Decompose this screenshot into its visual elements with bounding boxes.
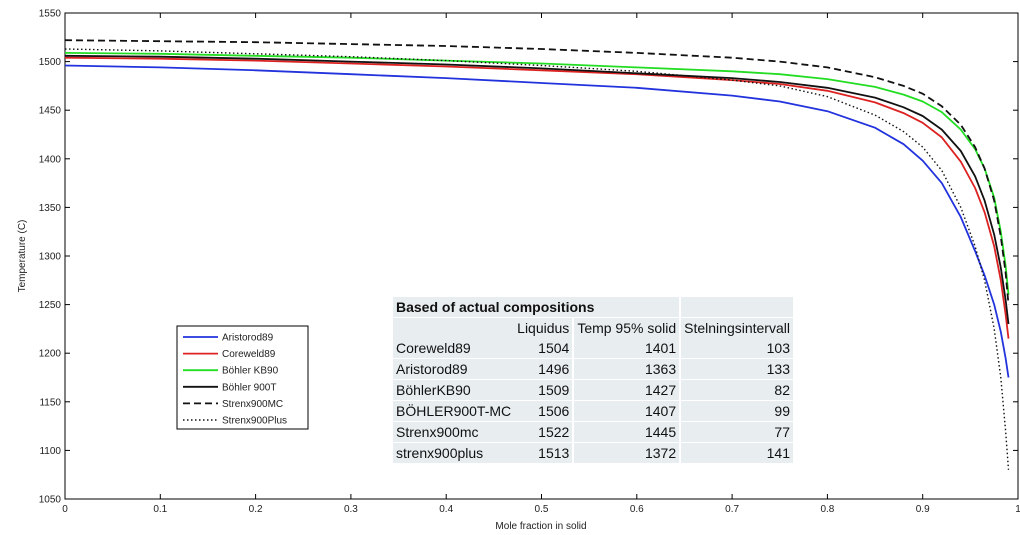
table-header-cell: Temp 95% solid — [572, 317, 681, 338]
table-header-cell: Stelningsintervall — [679, 317, 793, 338]
series-line-b-hler-900t — [64, 54, 1010, 325]
y-tick-label: 1350 — [39, 203, 62, 214]
table-cell: 1506 — [514, 400, 574, 422]
table-row: Strenx900mc 1522 1445 77 — [393, 421, 793, 443]
table-cell: 1496 — [514, 358, 574, 380]
y-tick-label: 1450 — [39, 106, 62, 117]
table-row: Coreweld89 1504 1401 103 — [393, 338, 793, 359]
x-tick-label: 0.5 — [535, 504, 549, 515]
table-cell: 99 — [679, 400, 793, 422]
table-cell: 1504 — [514, 338, 574, 359]
table-row-label: BÖHLER900T-MC — [393, 400, 515, 422]
legend-entry-label: Strenx900MC — [222, 399, 283, 410]
tick-layer: 0 0.1 0.2 0.3 0.4 0.5 0.6 0.7 0.8 0.9 1 1050 1100 115… — [39, 9, 1020, 516]
table-row-label: Aristorod89 — [393, 358, 515, 380]
table-row-label: BöhlerKB90 — [393, 379, 515, 401]
table-cell: 1427 — [572, 379, 681, 401]
x-tick-label: 0.9 — [916, 504, 930, 515]
table-cell: 133 — [679, 358, 793, 380]
y-tick-label: 1500 — [39, 57, 62, 68]
y-tick-label: 1150 — [39, 397, 61, 408]
x-tick-label: 0.2 — [249, 504, 263, 515]
table-row-label: Strenx900mc — [393, 421, 515, 443]
table-cell: 1401 — [572, 338, 681, 359]
table-caption: Based of actual compositions — [393, 297, 681, 318]
x-tick-label: 0.3 — [344, 504, 358, 515]
y-tick-label: 1400 — [39, 154, 62, 165]
y-tick-label: 1550 — [39, 9, 62, 20]
table-cell: 1509 — [514, 379, 574, 401]
table-cell: 1522 — [514, 421, 574, 443]
y-tick-label: 1050 — [39, 495, 62, 506]
x-tick-label: 0.1 — [153, 504, 167, 515]
series-line-aristorod89 — [64, 64, 1010, 378]
table-cell: 1407 — [572, 400, 681, 422]
x-tick-label: 0 — [62, 504, 68, 515]
table-body: Coreweld89 1504 1401 103 Aristorod89 1496 1363… — [393, 338, 793, 463]
x-tick-label: 0.6 — [630, 504, 644, 515]
table-header-cell: Liquidus — [514, 317, 574, 338]
legend-entry-label: Coreweld89 — [222, 349, 276, 360]
legend-box — [176, 325, 309, 430]
table-cell: 1513 — [514, 442, 574, 463]
table-cell: 82 — [679, 379, 793, 401]
table-header-cell — [393, 317, 515, 338]
table-header-row: Liquidus Temp 95% solid Stelningsinterva… — [393, 317, 793, 338]
table-row-label: Coreweld89 — [393, 338, 515, 359]
summary-table: Based of actual compositions Liquidus Te… — [393, 297, 793, 463]
table-caption-row: Based of actual compositions — [393, 297, 793, 318]
legend-entry-label: Aristorod89 — [222, 333, 274, 344]
table-caption-empty-cell — [679, 297, 793, 318]
legend: Aristorod89 Coreweld89 Böhler KB90 Böhler 9… — [176, 325, 309, 430]
series-layer — [64, 39, 1010, 470]
x-tick-label: 0.4 — [439, 504, 453, 515]
legend-entry-label: Böhler KB90 — [222, 366, 279, 377]
table-cell: 1363 — [572, 358, 681, 380]
table-row: strenx900plus 1513 1372 141 — [393, 442, 793, 463]
x-tick-label: 1 — [1015, 504, 1020, 515]
table-row: Aristorod89 1496 1363 133 — [393, 358, 793, 380]
y-tick-label: 1300 — [39, 252, 62, 263]
x-tick-label: 0.8 — [820, 504, 834, 515]
table-row: BÖHLER900T-MC 1506 1407 99 — [393, 400, 793, 422]
y-tick-label: 1200 — [39, 349, 62, 360]
series-line-strenx900mc — [64, 39, 1010, 305]
series-line-coreweld89 — [64, 56, 1010, 339]
table-row-label: strenx900plus — [393, 442, 515, 463]
table-cell: 141 — [679, 442, 793, 463]
table-cell: 1445 — [572, 421, 681, 443]
y-tick-label: 1250 — [39, 300, 62, 311]
table-cell: 77 — [679, 421, 793, 443]
y-tick-label: 1100 — [39, 446, 61, 457]
x-tick-label: 0.7 — [725, 504, 739, 515]
table-row: BöhlerKB90 1509 1427 82 — [393, 379, 793, 401]
x-axis-label: Mole fraction in solid — [495, 521, 586, 532]
legend-entry-label: Strenx900Plus — [222, 416, 287, 427]
legend-entry-label: Böhler 900T — [222, 382, 276, 393]
table-cell: 1372 — [572, 442, 681, 463]
y-axis-label: Temperature (C) — [17, 220, 28, 293]
table-cell: 103 — [679, 338, 793, 359]
